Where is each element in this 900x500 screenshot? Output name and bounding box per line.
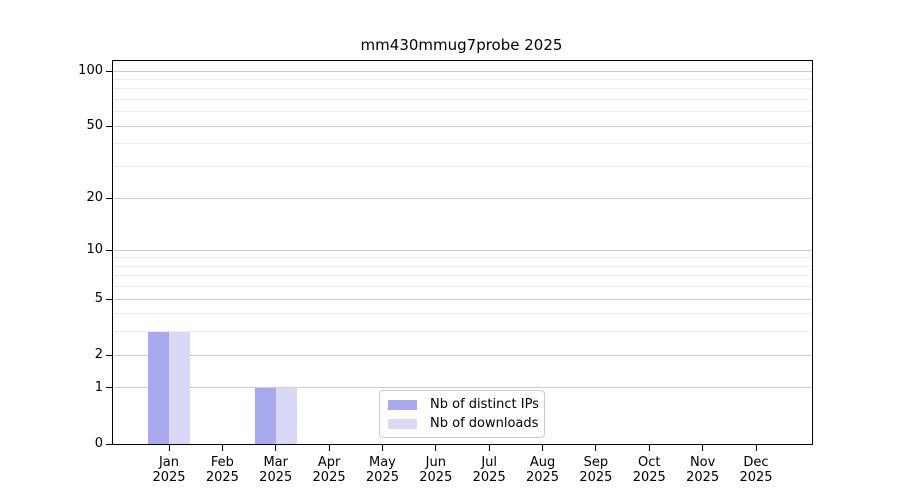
gridline-minor: [113, 111, 812, 113]
gridline-minor: [113, 286, 812, 288]
gridline-major: [113, 354, 812, 356]
gridline-major: [113, 387, 812, 389]
y-axis-tick: [106, 197, 113, 199]
y-axis-tick-label: 2: [94, 347, 103, 363]
y-axis-tick-label: 5: [94, 291, 103, 307]
x-axis-tick-label: Jan 2025: [152, 455, 186, 485]
y-axis-tick: [106, 354, 113, 356]
y-axis-tick: [106, 443, 113, 445]
bar-distinct-ips: [254, 387, 276, 444]
gridline-minor: [113, 79, 812, 81]
gridline-major: [113, 249, 812, 251]
plot-area: 0 1 2 5 10 20 50 100 Jan 2025 Feb 2025 Mar 2025 Apr…: [78, 60, 813, 485]
x-axis-tick-label: Jul 2025: [472, 455, 506, 485]
legend-swatch-distinct-ips: [388, 399, 417, 410]
x-axis-tick-label: Aug 2025: [525, 455, 560, 485]
bar-layer: [113, 61, 812, 444]
x-axis-tick: [168, 445, 170, 451]
y-axis-tick: [106, 70, 113, 72]
gridline-major: [113, 197, 812, 199]
legend-label: Nb of distinct IPs: [430, 397, 539, 412]
y-axis-tick-label: 100: [78, 63, 103, 79]
y-axis-tick-label: 10: [86, 242, 103, 258]
y-axis-tick: [106, 387, 113, 389]
y-axis-tick-label: 0: [94, 436, 103, 451]
y-axis-tick-label: 1: [94, 379, 103, 395]
y-axis-tick: [106, 125, 113, 127]
gridline-minor: [113, 265, 812, 267]
y-axis-tick: [106, 249, 113, 251]
gridline-major: [113, 298, 812, 300]
x-axis-tick-label: Dec 2025: [739, 455, 773, 485]
bar-distinct-ips: [148, 331, 169, 444]
x-axis-tick: [275, 445, 277, 451]
gridline-major: [113, 70, 812, 72]
x-axis-tick-label: Feb 2025: [205, 455, 239, 485]
y-axis-tick-label: 20: [86, 190, 103, 206]
x-axis-tick: [328, 445, 330, 451]
legend-swatch-downloads: [388, 418, 417, 429]
y-axis-tick-label: 50: [86, 118, 103, 134]
gridline-minor: [113, 313, 812, 315]
x-axis-tick: [381, 445, 383, 451]
x-axis-tick-label: Nov 2025: [686, 455, 720, 485]
x-axis-tick: [221, 445, 223, 451]
gridline-minor: [113, 257, 812, 259]
x-axis-tick: [435, 445, 437, 451]
gridline-minor: [113, 275, 812, 277]
chart-title: mm430mmug7probe 2025: [360, 36, 563, 54]
gridline-minor: [113, 331, 812, 333]
x-axis-tick-label: Oct 2025: [632, 455, 666, 485]
gridline-minor: [113, 166, 812, 168]
x-axis-tick-label: Jun 2025: [419, 455, 453, 485]
legend-label: Nb of downloads: [430, 416, 539, 431]
axis-layer: 0 1 2 5 10 20 50 100 Jan 2025 Feb 2025 Mar 2025 Apr…: [78, 61, 812, 485]
legend-entry: Nb of downloads: [388, 416, 539, 431]
bar-downloads: [275, 387, 297, 444]
legend-entry: Nb of distinct IPs: [388, 397, 539, 412]
x-axis-tick: [542, 445, 544, 451]
x-axis-tick: [755, 445, 757, 451]
bar-downloads: [169, 331, 190, 444]
x-axis-tick-label: Mar 2025: [259, 455, 293, 485]
x-axis-tick: [648, 445, 650, 451]
x-axis-tick-label: Sep 2025: [579, 455, 613, 485]
gridline-minor: [113, 88, 812, 90]
x-axis-tick: [595, 445, 597, 451]
legend: Nb of distinct IPs Nb of downloads: [379, 390, 545, 438]
grid-layer: [113, 61, 812, 444]
x-axis-tick: [488, 445, 490, 451]
x-axis-tick: [702, 445, 704, 451]
gridline-major: [113, 125, 812, 127]
x-axis-tick-label: May 2025: [365, 455, 399, 485]
gridline-minor: [113, 99, 812, 101]
gridline-minor: [113, 143, 812, 145]
y-axis-tick: [106, 298, 113, 300]
x-axis-tick-label: Apr 2025: [312, 455, 346, 485]
